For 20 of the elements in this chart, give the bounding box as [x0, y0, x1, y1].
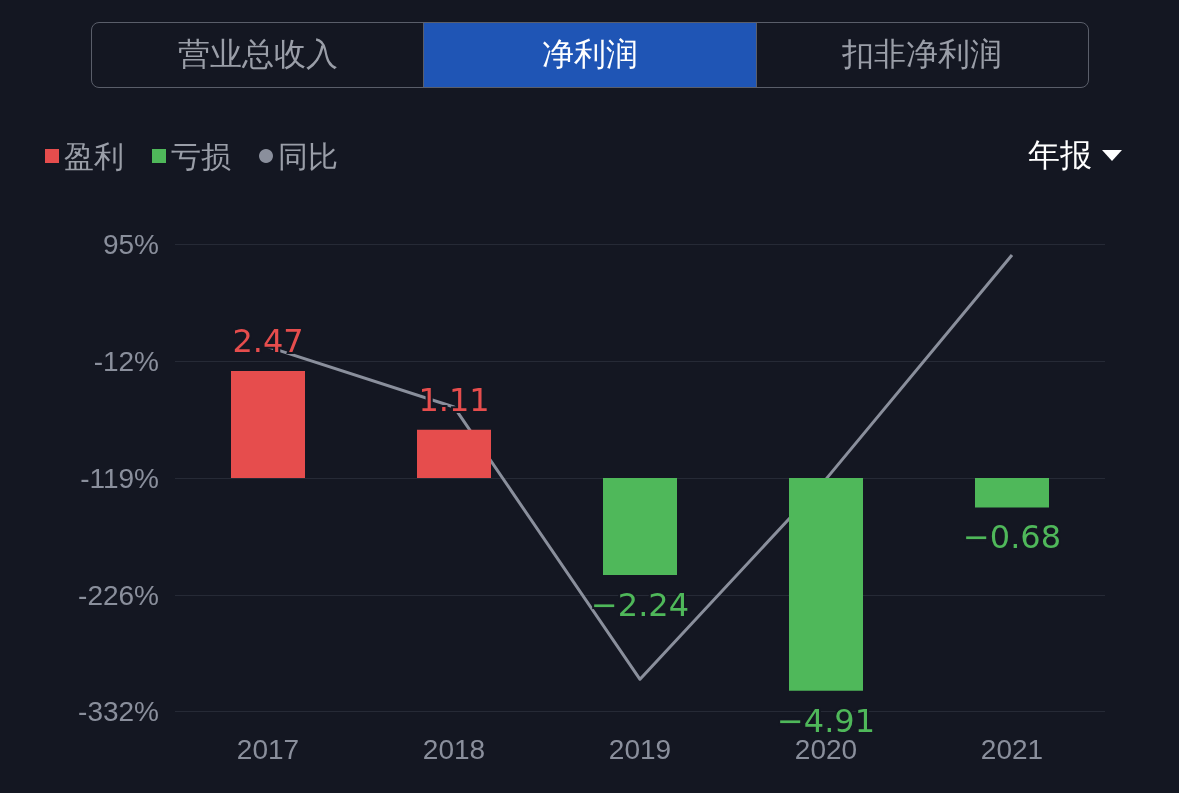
text: 扣非净利润 [841, 34, 1004, 75]
x-tick-label: 2019 [608, 733, 672, 765]
data-label: 2.47 [232, 321, 304, 360]
data-label: −2.24 [590, 585, 690, 624]
x-tick-label: 2018 [422, 733, 486, 765]
text: 营业总收入 [92, 23, 425, 87]
legend-label: 亏损 [171, 138, 231, 174]
y-tick-label: -119% [80, 462, 159, 494]
x-tick-label: 2017 [236, 733, 300, 765]
text: 净利润 [424, 23, 757, 87]
legend-label: 同比 [278, 138, 338, 174]
y-tick-label: -332% [78, 695, 159, 727]
x-tick-label: 2021 [980, 733, 1044, 765]
text: 年报 [1028, 135, 1092, 176]
y-tick-label: -226% [78, 579, 159, 611]
data-label: −0.68 [962, 518, 1062, 557]
y-tick-label: -12% [93, 345, 159, 377]
data-label: 1.11 [418, 380, 490, 419]
legend-label: 盈利 [64, 138, 124, 174]
y-tick-label: 95% [102, 228, 159, 260]
